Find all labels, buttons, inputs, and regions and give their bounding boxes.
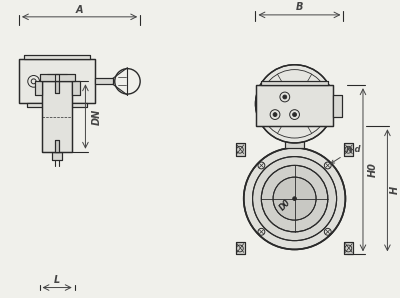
Circle shape	[293, 197, 296, 200]
Bar	[55, 81, 59, 93]
Circle shape	[287, 96, 302, 112]
Bar	[95, 78, 113, 84]
Bar	[52, 152, 62, 159]
Bar	[40, 74, 75, 81]
Bar	[236, 143, 245, 156]
Circle shape	[256, 65, 334, 143]
Bar	[55, 140, 59, 152]
Circle shape	[293, 113, 296, 117]
Bar	[344, 143, 353, 156]
Circle shape	[273, 113, 277, 117]
Circle shape	[252, 156, 336, 241]
Bar	[19, 59, 95, 103]
Bar	[55, 140, 59, 152]
Bar	[261, 81, 328, 85]
Bar	[24, 55, 90, 59]
Text: D0: D0	[278, 198, 292, 213]
Bar	[256, 85, 333, 126]
Text: H0: H0	[368, 162, 378, 177]
Text: DN: DN	[92, 108, 102, 125]
Bar	[27, 103, 87, 107]
Bar	[35, 81, 42, 95]
Bar	[52, 152, 62, 159]
Bar	[256, 85, 333, 126]
Bar	[285, 126, 304, 148]
Bar	[55, 81, 59, 93]
Bar	[344, 143, 353, 156]
Bar	[344, 242, 353, 254]
Text: n-d: n-d	[331, 145, 361, 163]
Bar	[27, 103, 87, 107]
Bar	[19, 59, 95, 103]
Bar	[95, 78, 113, 84]
Text: H: H	[390, 186, 400, 194]
Circle shape	[283, 95, 287, 99]
Circle shape	[273, 177, 316, 220]
Bar	[40, 74, 75, 81]
Bar	[236, 143, 245, 156]
Bar	[72, 81, 80, 95]
Bar	[42, 81, 72, 152]
Bar	[42, 81, 72, 152]
Bar	[236, 242, 245, 254]
Bar	[55, 74, 59, 81]
Bar	[72, 81, 80, 95]
Bar	[285, 126, 304, 148]
Bar	[24, 55, 90, 59]
Text: A: A	[76, 5, 83, 15]
Bar	[261, 81, 328, 85]
Text: B: B	[296, 2, 303, 12]
Text: L: L	[54, 275, 60, 285]
Circle shape	[244, 148, 345, 249]
Bar	[344, 242, 353, 254]
Bar	[333, 95, 342, 117]
Bar	[236, 242, 245, 254]
Bar	[35, 81, 42, 95]
Bar	[333, 95, 342, 117]
Circle shape	[261, 165, 328, 232]
